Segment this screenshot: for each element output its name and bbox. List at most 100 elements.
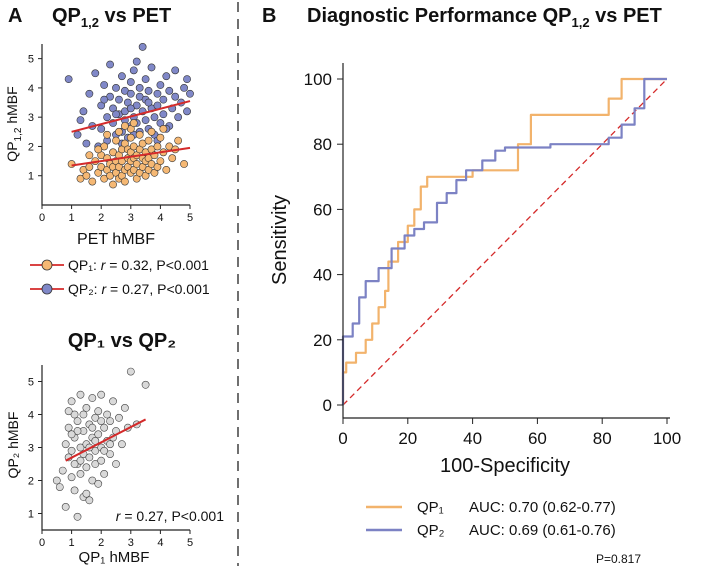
roc-p-value: P=0.817 bbox=[596, 552, 641, 566]
chart-a1-point-qp2 bbox=[91, 69, 100, 78]
chart-a1-fit-qp1 bbox=[71, 146, 191, 167]
chart-a1-point-qp1 bbox=[153, 142, 162, 151]
chart-b-xtick-label: 60 bbox=[528, 429, 547, 448]
chart-a1-point-qp2 bbox=[132, 57, 141, 66]
chart-a2-fit bbox=[65, 418, 147, 462]
chart-a2-point bbox=[73, 427, 82, 435]
chart-a1: 0 1 2 3 4 5 1 2 3 4 5 PET hMBF QP1,2 hMBF bbox=[4, 43, 194, 248]
chart-a2-xtick-label: 1 bbox=[69, 537, 75, 549]
chart-a1-point-qp1 bbox=[94, 145, 103, 154]
chart-a1-point-qp2 bbox=[183, 75, 191, 84]
chart-a1-ylabel: QP1,2 hMBF bbox=[4, 86, 24, 161]
chart-a1-xtick-label: 5 bbox=[187, 212, 193, 224]
chart-a2-point bbox=[94, 479, 103, 488]
chart-a2-point bbox=[58, 466, 67, 475]
chart-a1-point-qp2 bbox=[100, 95, 109, 104]
chart-a2-point bbox=[91, 413, 100, 422]
chart-a1-point-qp2 bbox=[126, 78, 135, 86]
chart-a2-point bbox=[76, 456, 85, 465]
chart-a2-point bbox=[85, 453, 94, 462]
chart-a2-point bbox=[85, 496, 94, 505]
chart-a1-point-qp1 bbox=[180, 160, 188, 168]
legend-b-item-qp2: QP₂ AUC: 0.69 (0.61-0.76) bbox=[366, 522, 616, 539]
legend-a-item-qp2: QP₂: r = 0.27, P<0.001 bbox=[30, 281, 210, 297]
roc-curve-qp2 bbox=[341, 77, 667, 405]
chart-a1-point-qp1 bbox=[156, 157, 165, 165]
chart-a2-point bbox=[70, 486, 79, 495]
chart-a2-point bbox=[112, 460, 120, 468]
chart-a1-point-qp2 bbox=[129, 66, 138, 75]
chart-b-xtick-label: 20 bbox=[398, 429, 417, 448]
chart-b-ytick-label: 40 bbox=[313, 266, 332, 285]
chart-a1-point-qp2 bbox=[126, 89, 135, 98]
chart-a1-point-qp2 bbox=[171, 92, 180, 101]
chart-a1-point-qp2 bbox=[76, 116, 85, 125]
chart-a1-point-qp1 bbox=[144, 136, 153, 145]
chart-a2-point bbox=[70, 460, 79, 468]
chart-a1-point-qp1 bbox=[129, 119, 138, 127]
chart-a2-xtick-label: 2 bbox=[98, 537, 104, 549]
chart-a2-point bbox=[100, 469, 109, 478]
chart-b-ytick-label: 0 bbox=[323, 396, 332, 415]
chart-b-ylabel: Sensitivity bbox=[269, 195, 291, 285]
chart-a1-point-qp2 bbox=[115, 95, 123, 104]
chart-a2-annotation: r = 0.27, P<0.001 bbox=[116, 508, 224, 524]
chart-a1-xtick-label: 2 bbox=[98, 212, 104, 224]
legend-a-item-qp1: QP₁: r = 0.32, P<0.001 bbox=[30, 257, 209, 273]
legend-a-text-qp1: QP₁: r = 0.32, P<0.001 bbox=[68, 257, 209, 273]
chart-a1-ytick-label: 1 bbox=[28, 171, 34, 183]
panel-b-letter: B bbox=[262, 5, 276, 27]
legend-a-text-qp2: QP₂: r = 0.27, P<0.001 bbox=[68, 281, 210, 297]
chart-a1-ytick-label: 5 bbox=[28, 53, 34, 65]
chart-a1-point-qp2 bbox=[144, 86, 153, 95]
chart-a2-ytick-label: 1 bbox=[28, 508, 34, 520]
chart-a2-ytick-label: 5 bbox=[28, 376, 34, 388]
chart-a2-point bbox=[97, 417, 106, 425]
chart-a2-point bbox=[67, 397, 76, 406]
chart-a2-point bbox=[52, 476, 61, 485]
chart-a1-point-qp2 bbox=[165, 86, 174, 95]
chart-a1-point-qp2 bbox=[186, 89, 194, 98]
chart-a1-point-qp1 bbox=[85, 151, 94, 160]
panel-a-title-main: QP bbox=[52, 5, 81, 27]
chart-a1-point-qp2 bbox=[112, 84, 120, 92]
chart-a1-point-qp1 bbox=[115, 127, 123, 136]
chart-a1-point-qp1 bbox=[88, 177, 97, 186]
chart-a2-point bbox=[118, 440, 126, 449]
chart-a2-point bbox=[88, 476, 97, 485]
chart-a2-ytick-label: 2 bbox=[28, 475, 34, 487]
chart-a2-point bbox=[88, 394, 97, 402]
chart-a1-point-qp1 bbox=[112, 136, 120, 145]
panel-a-title-sub: 1,2 bbox=[81, 15, 99, 30]
chart-b-xtick-label: 80 bbox=[593, 429, 612, 448]
chart-a1-ylabel-tail: hMBF bbox=[4, 86, 20, 127]
chart-a1-point-qp2 bbox=[150, 113, 159, 122]
chart-a1-point-qp1 bbox=[109, 180, 117, 189]
chart-a2-point bbox=[94, 407, 103, 416]
chart-a1-xtick-label: 1 bbox=[69, 212, 75, 224]
chart-a2-xtick-label: 4 bbox=[157, 537, 163, 549]
chart-a1-point-qp1 bbox=[67, 160, 76, 168]
chart-a1-point-qp2 bbox=[156, 81, 165, 89]
chart-a1-point-qp1 bbox=[162, 165, 171, 174]
panel-b-title: Diagnostic Performance QP1,2 vs PET bbox=[307, 5, 662, 30]
chart-a1-point-qp2 bbox=[174, 113, 183, 122]
chart-a2-point bbox=[82, 403, 91, 412]
chart-b-xlabel: 100-Specificity bbox=[440, 455, 570, 477]
chart-a1-point-qp2 bbox=[183, 107, 191, 116]
chart-b-xtick-label: 0 bbox=[338, 429, 347, 448]
chart-a1-point-qp1 bbox=[126, 133, 135, 142]
chart-a1-point-qp1 bbox=[174, 136, 183, 145]
chart-a2-point bbox=[67, 473, 76, 482]
chart-a2-point bbox=[70, 410, 79, 419]
chart-a1-fit-qp2 bbox=[71, 100, 191, 133]
chart-a1-point-qp1 bbox=[120, 122, 129, 130]
chart-a2-point bbox=[73, 512, 82, 521]
chart-a2-point bbox=[67, 446, 76, 455]
chart-a1-xtick-label: 3 bbox=[128, 212, 134, 224]
legend-a-marker-qp2 bbox=[41, 283, 53, 295]
chart-a2-point bbox=[76, 443, 85, 452]
chart-b-xtick-label: 40 bbox=[463, 429, 482, 448]
chart-a1-point-qp2 bbox=[147, 63, 156, 72]
